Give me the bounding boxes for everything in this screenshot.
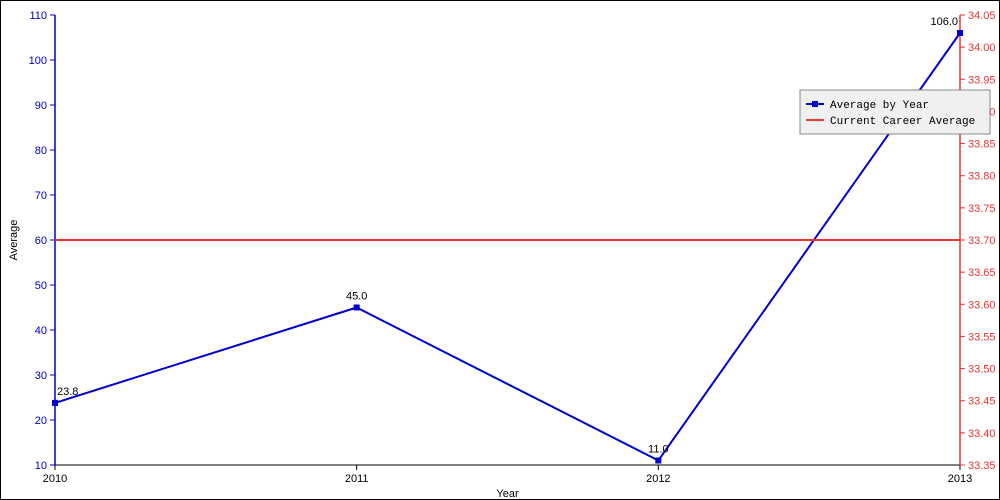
point-label: 45.0 [346,291,367,303]
x-tick-label: 2011 [345,473,369,485]
y-right-tick-label: 33.45 [968,396,996,408]
y-right-tick-label: 33.85 [968,139,996,151]
x-axis-title: Year [496,488,519,500]
point-label: 11.0 [648,444,669,456]
point-label: 106.0 [930,16,958,28]
y-left-tick-label: 80 [35,145,47,157]
y-left-tick-label: 110 [29,10,47,22]
y-right-tick-label: 33.35 [968,460,996,472]
series-marker [957,30,963,36]
y-left-tick-label: 40 [35,325,47,337]
y-right-tick-label: 34.00 [968,42,996,54]
y-left-tick-label: 70 [35,190,47,202]
y-right-tick-label: 33.95 [968,74,996,86]
x-tick-label: 2013 [948,473,972,485]
y-left-tick-label: 60 [35,235,47,247]
legend-label: Average by Year [830,100,929,112]
y-left-tick-label: 50 [35,280,47,292]
y-left-axis-title: Average [8,220,20,261]
y-right-tick-label: 33.60 [968,299,996,311]
y-right-tick-label: 33.75 [968,203,996,215]
y-right-tick-label: 33.50 [968,364,996,376]
y-left-tick-label: 30 [35,370,47,382]
y-left-tick-label: 20 [35,415,47,427]
series-marker [52,400,58,406]
y-right-tick-label: 33.65 [968,267,996,279]
y-right-tick-label: 33.40 [968,428,996,440]
x-tick-label: 2012 [646,473,670,485]
legend-marker [812,101,818,107]
legend-label: Current Career Average [830,116,975,128]
x-tick-label: 2010 [43,473,67,485]
series-marker [655,458,661,464]
y-right-tick-label: 33.70 [968,235,996,247]
y-left-tick-label: 100 [29,55,47,67]
y-right-tick-label: 33.80 [968,171,996,183]
y-left-tick-label: 90 [35,100,47,112]
y-right-tick-label: 34.05 [968,10,996,22]
point-label: 23.8 [57,386,78,398]
series-marker [354,305,360,311]
y-left-tick-label: 10 [35,460,47,472]
dual-axis-line-chart: 2010 2011 2012 2013 Year 10 20 30 40 50 60 70 80 90 10… [0,0,1000,500]
y-right-tick-label: 33.55 [968,331,996,343]
